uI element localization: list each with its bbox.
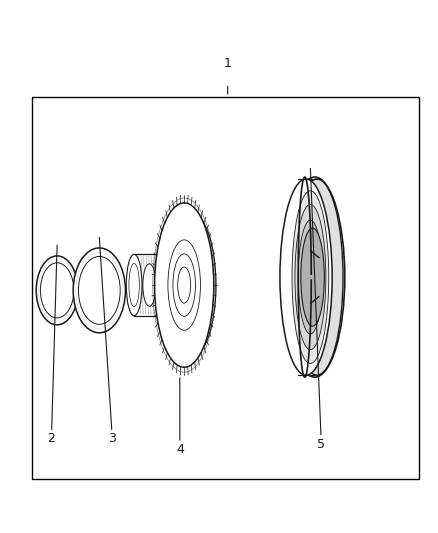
Text: 2: 2 (47, 245, 57, 446)
Ellipse shape (295, 205, 326, 350)
Ellipse shape (301, 228, 324, 326)
Text: 5: 5 (311, 168, 325, 450)
Ellipse shape (291, 179, 343, 375)
Ellipse shape (155, 203, 214, 367)
Ellipse shape (78, 256, 120, 324)
Ellipse shape (298, 220, 322, 334)
Ellipse shape (40, 263, 74, 318)
Text: 3: 3 (99, 237, 117, 446)
Ellipse shape (280, 179, 332, 375)
Ellipse shape (36, 256, 78, 325)
Ellipse shape (143, 264, 156, 306)
Text: 4: 4 (176, 378, 184, 456)
Ellipse shape (163, 211, 216, 359)
Ellipse shape (73, 248, 125, 333)
Ellipse shape (126, 254, 142, 316)
Text: 1: 1 (224, 58, 232, 70)
Ellipse shape (292, 191, 329, 364)
Bar (32, 97, 419, 479)
